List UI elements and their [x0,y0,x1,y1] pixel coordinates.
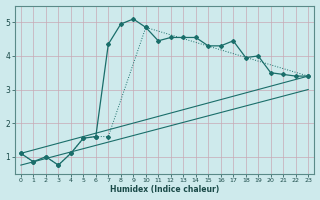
X-axis label: Humidex (Indice chaleur): Humidex (Indice chaleur) [110,185,219,194]
